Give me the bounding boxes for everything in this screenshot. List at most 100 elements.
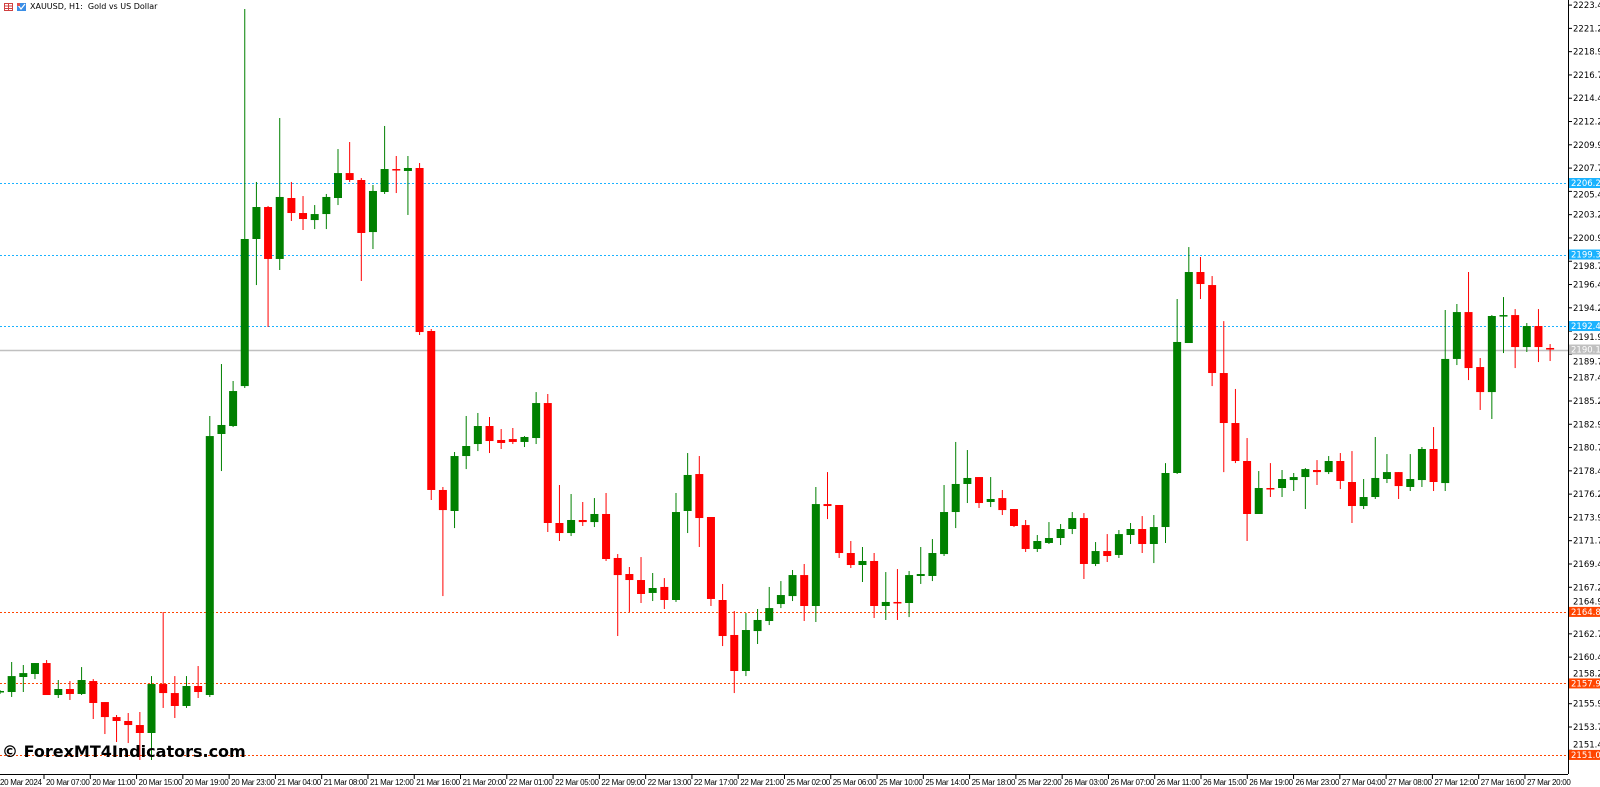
price-tick-label: 2196.45	[1573, 281, 1600, 291]
candle-body	[7, 676, 16, 693]
bearish-candle	[625, 566, 634, 613]
price-tick-label: 2160.45	[1573, 653, 1600, 663]
time-tick-label: 27 Mar 04:00	[1342, 778, 1386, 787]
candle-body	[159, 684, 168, 694]
bullish-candle	[1091, 542, 1100, 567]
bullish-candle	[753, 609, 762, 644]
bullish-candle	[858, 547, 867, 582]
candle-body	[1254, 488, 1263, 514]
bearish-candle	[706, 516, 715, 607]
bullish-candle	[1452, 303, 1461, 366]
bullish-candle	[928, 539, 937, 582]
candle-body	[194, 686, 203, 693]
bearish-candle	[637, 557, 646, 604]
price-tick-label: 2207.70	[1573, 164, 1600, 174]
candle-body	[1452, 312, 1461, 359]
candle-body	[170, 693, 179, 706]
bearish-candle	[1394, 472, 1403, 499]
candle-body	[1161, 473, 1170, 528]
bullish-candle	[54, 680, 63, 699]
support-level-label-bg	[1569, 749, 1600, 760]
bearish-candle	[497, 429, 506, 449]
candle-body	[905, 575, 914, 604]
candle-body	[835, 504, 844, 554]
candle-body	[567, 519, 576, 534]
candle-body	[671, 512, 680, 601]
time-tick-label: 22 Mar 17:00	[694, 778, 738, 787]
candle-body	[1511, 315, 1520, 348]
candle-body	[613, 557, 622, 576]
bullish-candle	[462, 415, 471, 470]
candle-body	[403, 167, 412, 171]
candle-body	[1126, 529, 1135, 536]
candle-body	[532, 403, 541, 439]
bearish-candle	[1546, 344, 1555, 362]
bullish-candle	[1161, 463, 1170, 543]
bearish-candle	[357, 178, 366, 282]
candle-body	[19, 673, 28, 678]
candle-body	[1371, 477, 1380, 498]
bearish-candle	[555, 485, 564, 542]
price-tick-label: 2185.20	[1573, 397, 1600, 407]
bullish-candle	[986, 477, 995, 508]
candle-body	[124, 720, 133, 726]
time-tick-label: 21 Mar 20:00	[463, 778, 507, 787]
bearish-candle	[1336, 453, 1345, 490]
bullish-candle	[532, 392, 541, 445]
time-tick-label: 27 Mar 16:00	[1481, 778, 1525, 787]
bullish-candle	[240, 9, 249, 389]
candle-body	[1056, 529, 1065, 539]
candle-body	[287, 198, 296, 214]
candle-body	[1219, 373, 1228, 424]
bearish-candle	[835, 504, 844, 558]
time-tick-label: 20 Mar 19:00	[185, 778, 229, 787]
bullish-candle	[1056, 524, 1065, 546]
bullish-candle	[963, 450, 972, 504]
candle-body	[427, 331, 436, 490]
watermark: © ForexMT4Indicators.com	[2, 742, 246, 761]
candle-body	[54, 689, 63, 696]
candle-body	[1464, 312, 1473, 369]
bearish-candle	[508, 427, 517, 445]
time-tick-label: 26 Mar 19:00	[1249, 778, 1293, 787]
support-level-label-bg	[1569, 606, 1600, 617]
bullish-candle	[1417, 447, 1426, 487]
candle-body	[637, 580, 646, 594]
time-tick-label: 20 Mar 15:00	[139, 778, 183, 787]
candle-body	[543, 403, 552, 523]
candle-body	[1394, 472, 1403, 487]
bearish-candle	[730, 611, 739, 694]
price-tick-label: 2158.20	[1573, 669, 1600, 679]
candle-body	[998, 498, 1007, 511]
price-tick-label: 2191.95	[1573, 333, 1600, 343]
bearish-candle	[194, 666, 203, 699]
time-tick-label: 25 Mar 22:00	[1018, 778, 1062, 787]
candle-body	[1173, 341, 1182, 474]
price-tick-label: 2171.70	[1573, 537, 1600, 547]
time-tick-label: 25 Mar 02:00	[786, 778, 830, 787]
time-tick-label: 25 Mar 10:00	[879, 778, 923, 787]
bullish-candle	[1278, 470, 1287, 498]
bullish-candle	[1114, 530, 1123, 558]
bullish-candle	[403, 155, 412, 215]
bearish-candle	[1476, 358, 1485, 410]
candle-body	[1266, 488, 1275, 490]
time-tick-label: 22 Mar 09:00	[601, 778, 645, 787]
bearish-candle	[100, 702, 109, 735]
bullish-candle	[1254, 471, 1263, 514]
candle-body	[322, 196, 331, 215]
bullish-candle	[648, 572, 657, 602]
bullish-candle	[1359, 479, 1368, 510]
time-tick-label: 20 Mar 11:00	[92, 778, 136, 787]
candle-body	[438, 489, 447, 511]
bullish-candle	[1184, 247, 1193, 344]
candle-body	[846, 553, 855, 566]
candle-body	[916, 574, 925, 576]
bullish-candle	[1382, 454, 1391, 484]
bullish-candle	[1126, 522, 1135, 545]
bearish-candle	[1266, 463, 1275, 498]
candle-body	[1149, 527, 1158, 545]
bearish-candle	[1429, 427, 1438, 492]
price-tick-label: 2216.70	[1573, 71, 1600, 81]
